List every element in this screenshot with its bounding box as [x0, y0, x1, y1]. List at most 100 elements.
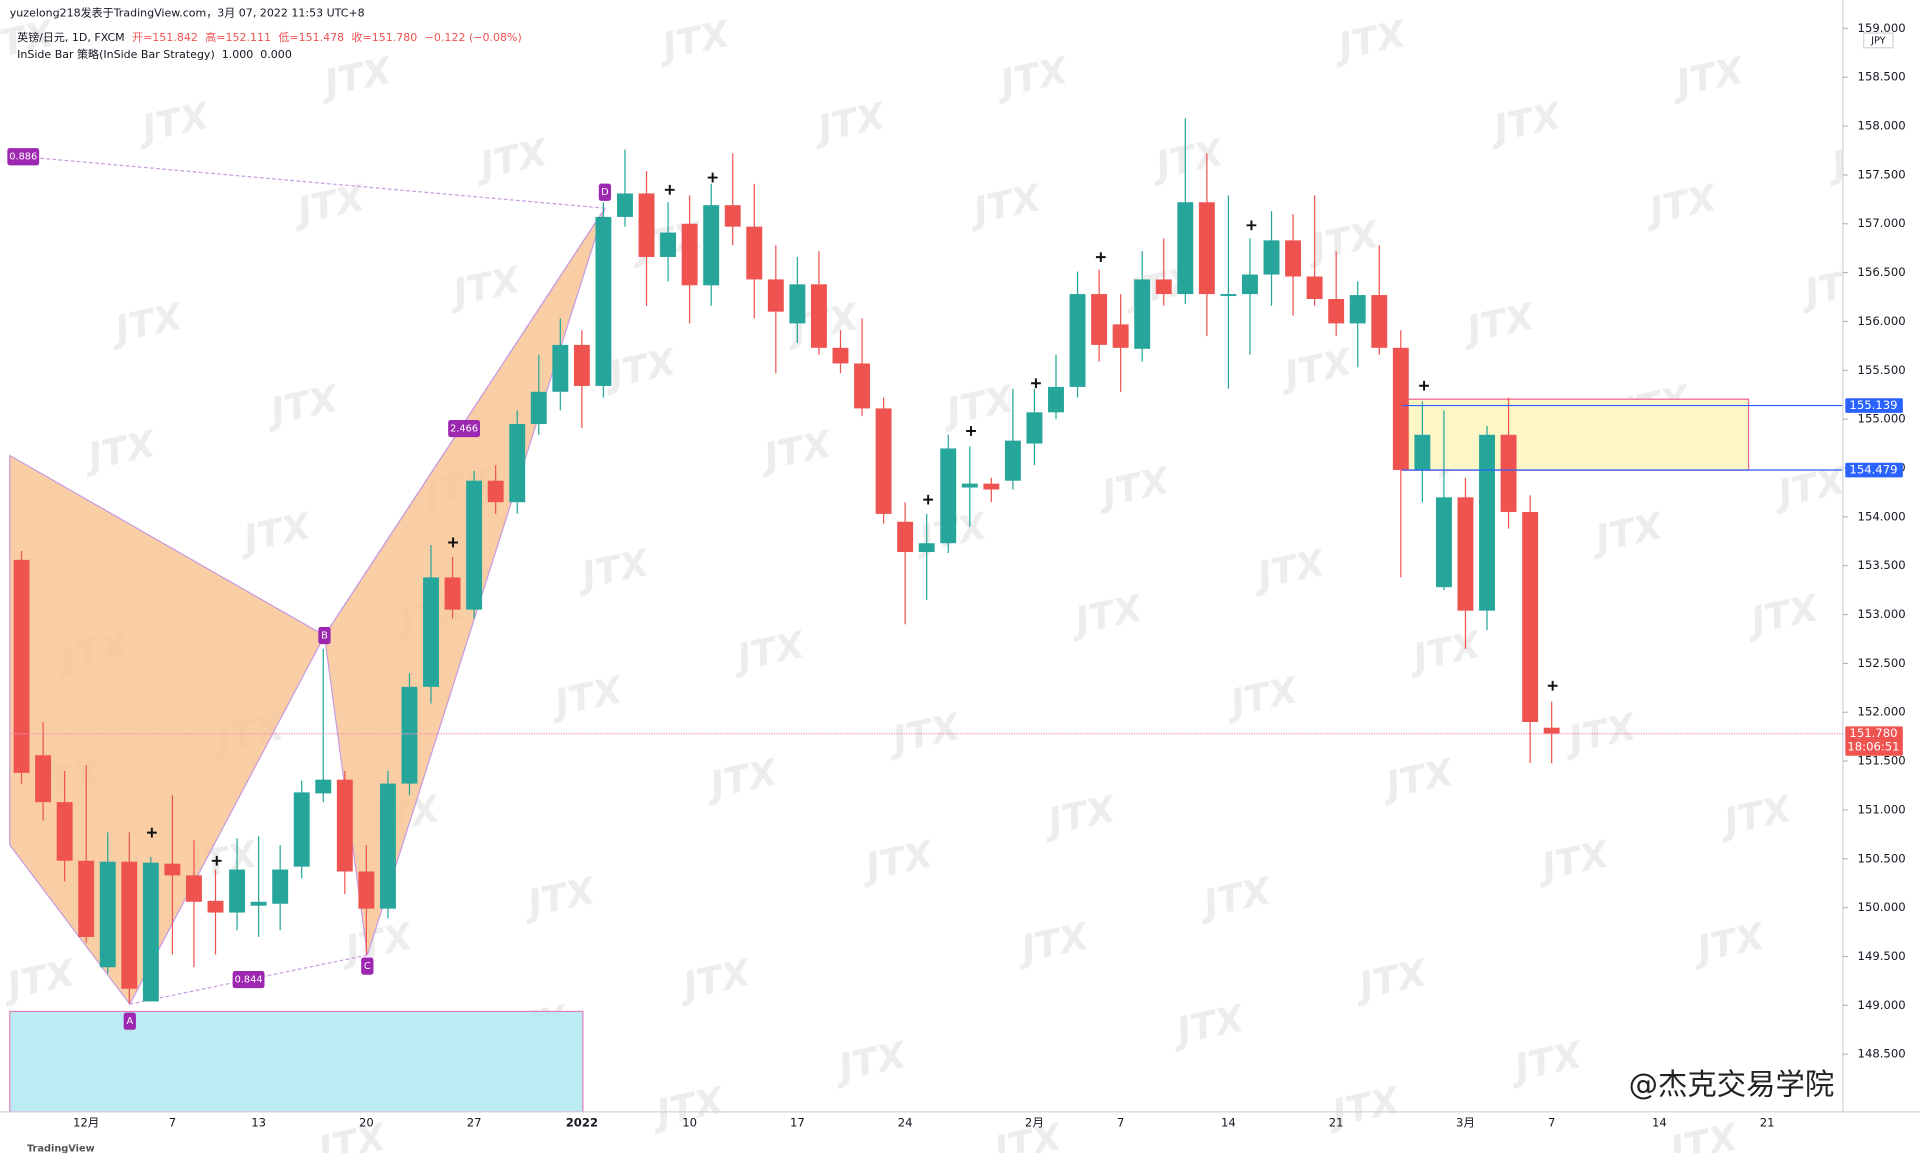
candle-body — [487, 480, 504, 503]
candle-body — [336, 779, 353, 872]
x-tick-label: 17 — [790, 1115, 805, 1129]
candle-body — [724, 205, 741, 227]
pattern-point-box — [598, 183, 612, 201]
pattern-point-box — [123, 1012, 136, 1030]
candle-body — [1177, 202, 1194, 295]
candle-body — [660, 232, 677, 257]
published: yuzelong218发表于TradingView.com，3月 07, 202… — [10, 5, 365, 19]
signal-cross — [923, 494, 934, 505]
candle-body — [1220, 294, 1237, 297]
y-tick-label: 159.000 — [1858, 21, 1906, 35]
signal-cross — [1246, 220, 1257, 231]
indicator: InSide Bar 策略(InSide Bar Strategy) 1.000… — [17, 47, 292, 61]
demand-zone — [9, 1010, 584, 1113]
y-tick-label: 153.000 — [1858, 607, 1906, 621]
ratio-box — [7, 148, 40, 166]
candle-body — [1285, 240, 1302, 277]
x-tick-label: 3月 — [1456, 1115, 1475, 1129]
candle-body — [293, 792, 310, 867]
y-tick-label: 152.000 — [1858, 705, 1906, 719]
price-axis — [1842, 0, 1920, 1153]
x-tick-label: 10 — [682, 1115, 697, 1129]
candle-body — [1112, 324, 1129, 348]
y-tick-label: 149.500 — [1858, 949, 1906, 963]
pattern-point-box — [318, 626, 331, 645]
candle-body — [1522, 511, 1539, 723]
candle-body — [746, 226, 763, 280]
candle-body — [1004, 440, 1021, 481]
candle-body — [164, 863, 181, 876]
candle-body — [552, 344, 569, 392]
candle-body — [250, 901, 267, 906]
candle-body — [1371, 295, 1388, 348]
signal-cross — [211, 855, 222, 866]
signal-cross — [664, 184, 675, 195]
candle-body — [767, 279, 784, 312]
candle-body — [983, 483, 1000, 490]
candle-body — [810, 284, 827, 348]
candle-body — [1048, 386, 1064, 413]
plot — [13, 118, 1560, 1004]
candle-body — [35, 755, 52, 803]
candle-body — [961, 483, 978, 488]
candle-body — [1263, 240, 1280, 275]
ratio-box — [448, 420, 480, 438]
candle-body — [13, 559, 30, 773]
currency: JPY — [1870, 35, 1886, 46]
level-label: 154.479 — [1849, 463, 1897, 477]
y-tick-label: 158.000 — [1858, 119, 1906, 133]
y-tick-label: 157.500 — [1858, 167, 1906, 181]
candle-body — [444, 577, 461, 610]
candle-body — [1349, 295, 1366, 324]
candle-body — [1306, 276, 1323, 299]
y-tick-label: 155.500 — [1858, 363, 1906, 377]
candle-body — [573, 344, 590, 386]
candle-body — [875, 408, 892, 514]
candle-body — [229, 869, 246, 913]
x-tick-label: 14 — [1652, 1115, 1667, 1129]
candle-body — [1500, 434, 1517, 512]
y-tick-label: 149.000 — [1858, 998, 1906, 1012]
last-price-label: 151.780 — [1849, 726, 1897, 740]
x-tick-label: 14 — [1221, 1115, 1236, 1129]
pattern-point-label: A — [126, 1016, 133, 1027]
signal-cross — [1547, 680, 1558, 691]
candle-body — [423, 577, 439, 687]
logo: TradingView — [27, 1144, 95, 1153]
candle-body — [832, 347, 849, 364]
candle-body — [897, 521, 914, 553]
candle-body — [1457, 497, 1474, 611]
candle-body — [1069, 294, 1086, 387]
level-label-box — [1845, 462, 1903, 478]
candle-body — [530, 391, 547, 425]
candle-body — [379, 783, 396, 909]
y-tick-label: 151.000 — [1858, 802, 1906, 816]
y-tick-label: 152.500 — [1858, 656, 1906, 670]
y-tick-label: 154.000 — [1858, 509, 1906, 523]
pattern-point-label: D — [601, 187, 609, 198]
signal-cross — [1095, 252, 1106, 263]
x-tick-label: 20 — [359, 1115, 374, 1129]
x-tick-label: 7 — [169, 1115, 176, 1129]
candle-body — [1091, 294, 1108, 345]
y-tick-label: 150.000 — [1858, 900, 1906, 914]
candle-body — [703, 205, 720, 286]
candle-body — [1392, 347, 1409, 470]
candle-body — [1198, 202, 1215, 295]
supply-zone — [1401, 398, 1750, 471]
signal-cross — [448, 537, 458, 548]
level-label-box — [1845, 398, 1903, 413]
candle-body — [121, 861, 138, 989]
candle-body — [1543, 727, 1560, 734]
pattern-ac-line — [129, 954, 368, 1005]
candle-body — [466, 480, 483, 610]
ratio-box — [232, 971, 265, 989]
candle-body — [1242, 274, 1258, 295]
candle-body — [1414, 434, 1431, 470]
candle-body — [681, 223, 698, 286]
candle-body — [1435, 497, 1452, 588]
candle-body — [315, 779, 332, 794]
candle-body — [207, 900, 224, 913]
